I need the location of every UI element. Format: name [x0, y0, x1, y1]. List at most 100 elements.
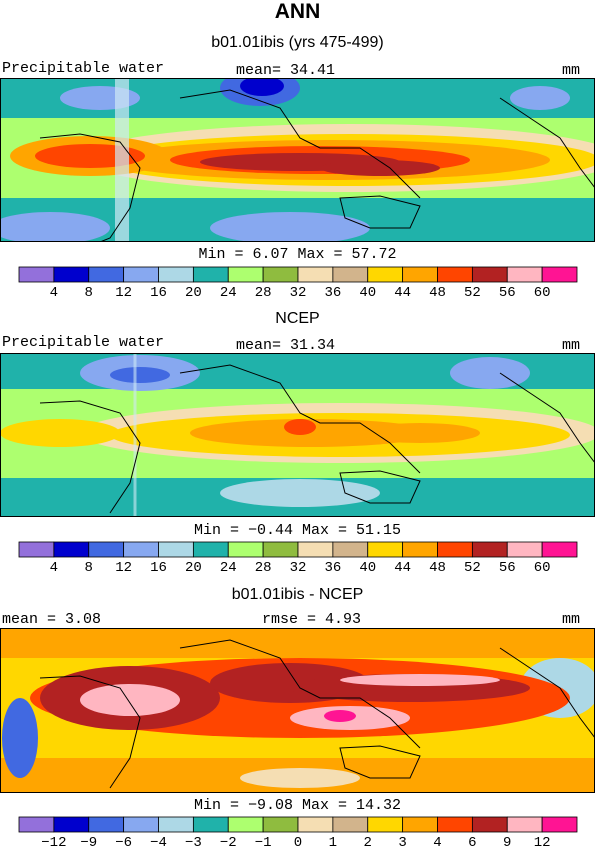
panel-diff-rmse-label: rmse = 4.93 [262, 611, 362, 628]
colorbar-tick-label: 16 [150, 285, 167, 301]
colorbar-swatch [192, 816, 229, 833]
panel-diff-subtitle: b01.01ibis - NCEP [231, 586, 364, 603]
colorbar-tick-label: 36 [324, 285, 341, 301]
colorbar-tick-label: 28 [255, 285, 272, 301]
panel-model-units-label: mm [562, 62, 581, 79]
colorbar-swatch [437, 816, 473, 833]
panel-model-map [0, 78, 595, 242]
colorbar-swatch [18, 816, 55, 833]
panel-model-mean-label: mean= 34.41 [236, 62, 336, 79]
colorbar-swatch [158, 541, 194, 558]
colorbar-tick-label: 0 [294, 835, 302, 846]
colorbar-swatch [367, 541, 404, 558]
colorbar-swatch [227, 541, 264, 558]
colorbar-swatch [227, 266, 264, 283]
colorbar-swatch [53, 541, 90, 558]
colorbar-tick-label: 60 [534, 285, 551, 301]
colorbar-tick-label: 52 [464, 285, 481, 301]
colorbar-tick-label: 32 [290, 560, 307, 576]
colorbar-swatch [437, 266, 473, 283]
colorbar-tick-label: 3 [398, 835, 406, 846]
colorbar-tick-label: 16 [150, 560, 167, 576]
panel-model-colorbar: 4 8 12 16 20 24 28 32 36 40 44 48 52 56 60 [18, 266, 578, 301]
colorbar-tick-label: 6 [468, 835, 476, 846]
colorbar-swatch [297, 816, 334, 833]
colorbar-tick-label: 2 [364, 835, 372, 846]
colorbar-tick-label: −9 [80, 835, 97, 846]
colorbar-tick-label: 40 [359, 285, 376, 301]
colorbar-swatch [123, 266, 159, 283]
colorbar-tick-label: 60 [534, 560, 551, 576]
panel-ncep-mean-label: mean= 31.34 [236, 337, 336, 354]
colorbar-tick-label: 8 [85, 285, 93, 301]
colorbar-swatch [18, 541, 55, 558]
colorbar-swatch [262, 816, 299, 833]
colorbar-swatch [88, 816, 125, 833]
colorbar-tick-label: 40 [359, 560, 376, 576]
colorbar-swatch [541, 266, 578, 283]
colorbar-tick-label: 20 [185, 285, 202, 301]
panel-model-minmax: Min = 6.07 Max = 57.72 [198, 246, 397, 263]
colorbar-tick-label: 12 [115, 560, 132, 576]
panel-ncep-minmax: Min = −0.44 Max = 51.15 [193, 522, 402, 539]
colorbar-swatch [332, 266, 369, 283]
colorbar-tick-label: 48 [429, 285, 446, 301]
colorbar-tick-label: 20 [185, 560, 202, 576]
colorbar-swatch [437, 541, 473, 558]
main-title: ANN [274, 0, 321, 23]
colorbar-swatch [192, 266, 229, 283]
panel-diff-minmax: Min = −9.08 Max = 14.32 [193, 797, 402, 814]
colorbar-tick-label: 28 [255, 560, 272, 576]
panel-ncep-subtitle: NCEP [275, 310, 320, 327]
panel-diff-map [0, 628, 595, 793]
colorbar-tick-label: 52 [464, 560, 481, 576]
colorbar-swatch [541, 541, 578, 558]
colorbar-swatch [367, 266, 404, 283]
colorbar-tick-label: 1 [329, 835, 337, 846]
colorbar-swatch [158, 816, 194, 833]
colorbar-swatch [262, 266, 299, 283]
colorbar-tick-label: 12 [115, 285, 132, 301]
panel-diff-colorbar: −12 −9 −6 −4 −3 −2 −1 0 1 2 3 4 6 9 12 [18, 816, 578, 846]
colorbar-swatch [192, 541, 229, 558]
colorbar-tick-label: 4 [50, 560, 58, 576]
colorbar-tick-label: 24 [220, 285, 237, 301]
colorbar-swatch [471, 816, 508, 833]
colorbar-swatch [158, 266, 194, 283]
colorbar-swatch [506, 816, 543, 833]
panel-diff-units-label: mm [562, 611, 581, 628]
colorbar-tick-label: −2 [220, 835, 237, 846]
colorbar-swatch [367, 816, 404, 833]
panel-ncep-variable-label: Precipitable water [2, 334, 165, 351]
colorbar-swatch [471, 541, 508, 558]
colorbar-swatch [262, 541, 299, 558]
panel-model-subtitle: b01.01ibis (yrs 475-499) [211, 34, 384, 51]
panel-model-variable-label: Precipitable water [2, 60, 165, 77]
colorbar-swatch [506, 266, 543, 283]
colorbar-swatch [332, 816, 369, 833]
panel-diff-mean-label: mean = 3.08 [2, 611, 102, 628]
colorbar-swatch [402, 541, 438, 558]
colorbar-swatch [88, 266, 125, 283]
colorbar-tick-label: 48 [429, 560, 446, 576]
colorbar-tick-label: −3 [185, 835, 202, 846]
colorbar-swatch [53, 266, 90, 283]
colorbar-swatch [506, 541, 543, 558]
colorbar-tick-label: 56 [499, 285, 516, 301]
colorbar-tick-label: −4 [150, 835, 167, 846]
panel-ncep-map [0, 353, 595, 517]
colorbar-swatch [297, 541, 334, 558]
colorbar-swatch [297, 266, 334, 283]
colorbar-tick-label: 9 [503, 835, 511, 846]
colorbar-swatch [53, 816, 90, 833]
colorbar-tick-label: 4 [50, 285, 58, 301]
colorbar-tick-label: 44 [394, 285, 411, 301]
colorbar-swatch [123, 541, 159, 558]
colorbar-tick-label: 44 [394, 560, 411, 576]
colorbar-tick-label: 24 [220, 560, 237, 576]
colorbar-tick-label: −6 [115, 835, 132, 846]
panel-ncep-units-label: mm [562, 337, 581, 354]
colorbar-swatch [18, 266, 55, 283]
colorbar-tick-label: 32 [290, 285, 307, 301]
colorbar-swatch [402, 816, 438, 833]
